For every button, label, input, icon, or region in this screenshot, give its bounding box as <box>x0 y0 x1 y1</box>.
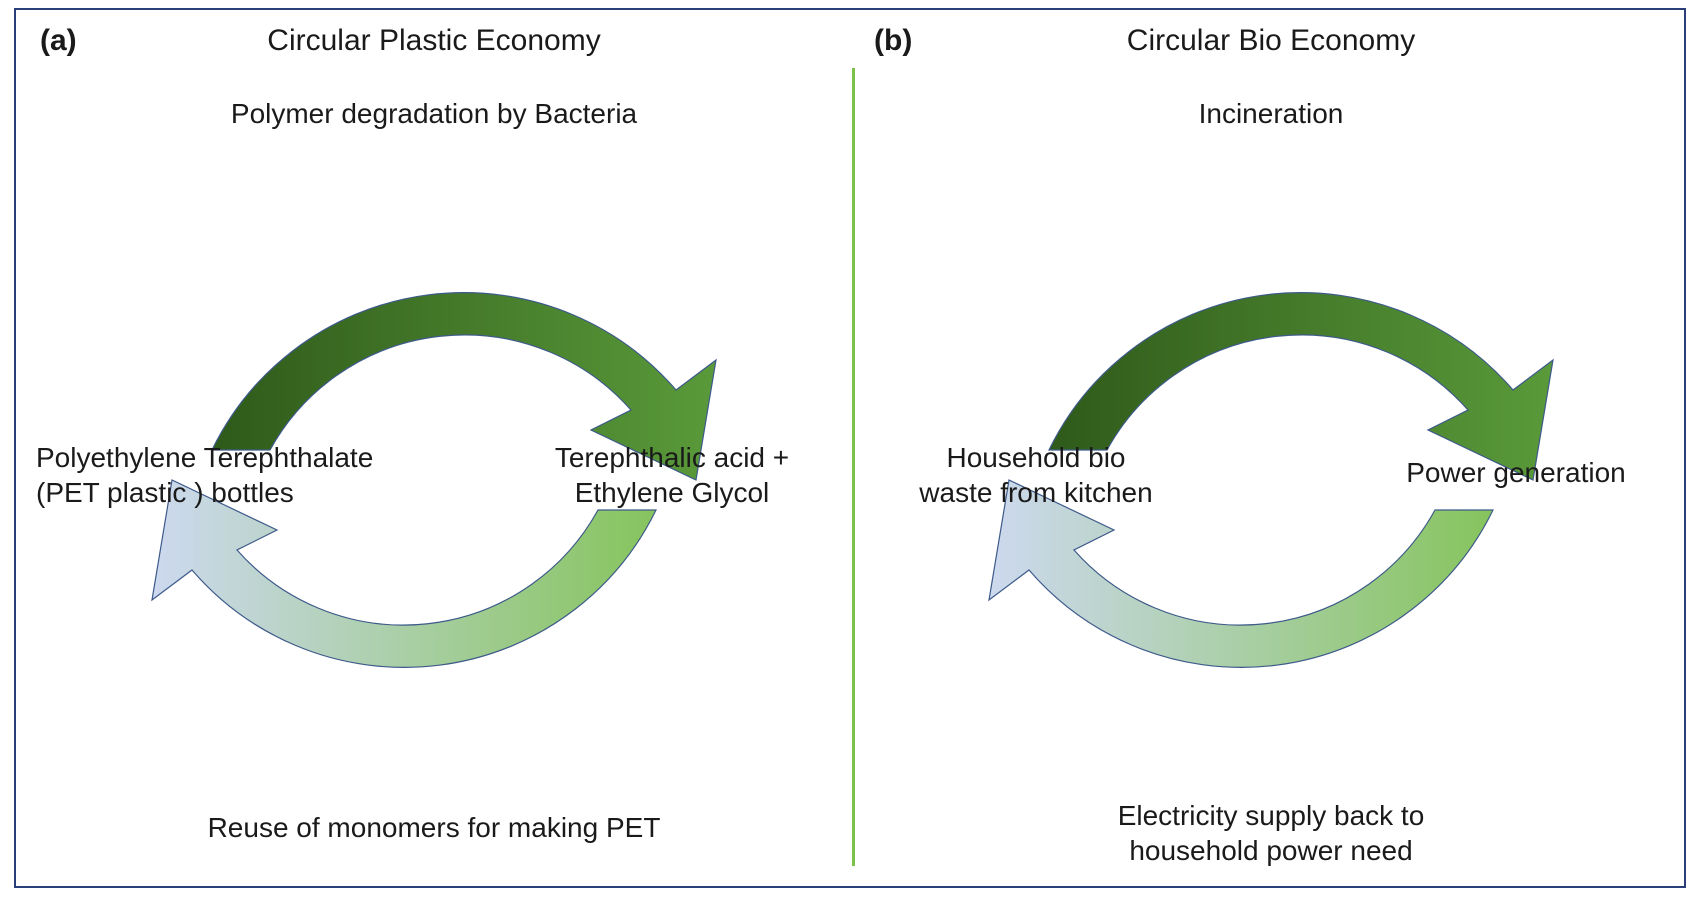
panel-b-right-label: Power generation <box>1386 455 1646 490</box>
panel-b: (b) Circular Bio Economy Incineration Ho… <box>856 10 1686 886</box>
panel-b-bottom-label: Electricity supply back to household pow… <box>856 798 1686 868</box>
panel-a-left-line2: (PET plastic ) bottles <box>36 477 294 508</box>
panel-a-left-label: Polyethylene Terephthalate (PET plastic … <box>36 440 376 510</box>
panel-b-left-line2: waste from kitchen <box>919 477 1152 508</box>
panel-a-right-line1: Terephthalic acid + <box>555 442 789 473</box>
figure-frame: (a) Circular Plastic Economy Polymer deg… <box>14 8 1686 888</box>
panel-a-bottom-label: Reuse of monomers for making PET <box>16 810 852 845</box>
panel-b-bottom-line1: Electricity supply back to <box>1118 800 1425 831</box>
panel-b-left-label: Household bio waste from kitchen <box>896 440 1176 510</box>
panel-b-right-line1: Power generation <box>1406 457 1625 488</box>
panel-a-right-label: Terephthalic acid + Ethylene Glycol <box>532 440 812 510</box>
panel-a: (a) Circular Plastic Economy Polymer deg… <box>16 10 852 886</box>
panel-divider <box>852 68 855 866</box>
panel-a-right-line2: Ethylene Glycol <box>575 477 770 508</box>
panel-b-left-line1: Household bio <box>946 442 1125 473</box>
panel-b-bottom-line2: household power need <box>1129 835 1412 866</box>
panel-a-left-line1: Polyethylene Terephthalate <box>36 442 373 473</box>
